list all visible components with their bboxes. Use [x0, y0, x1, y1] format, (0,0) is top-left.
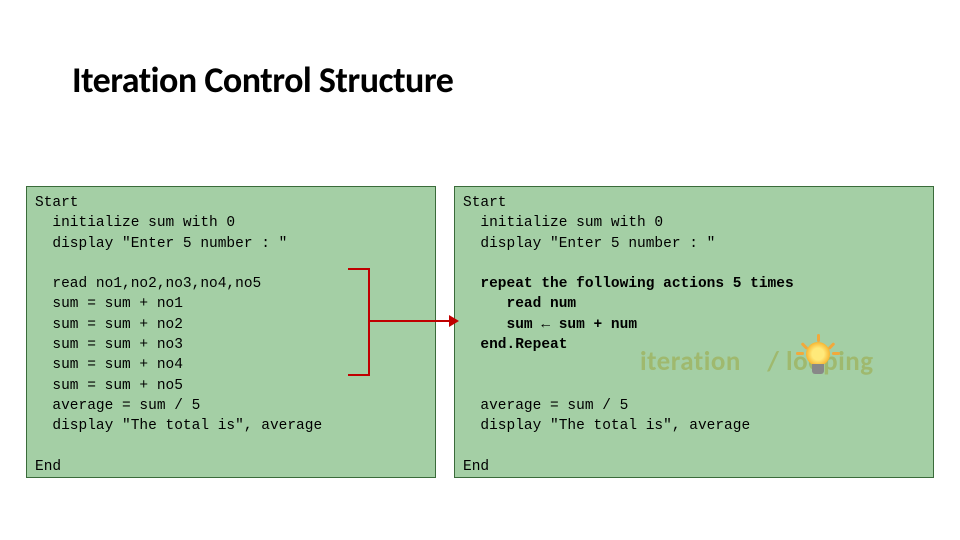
label-separator: /	[767, 345, 779, 378]
pseudocode-right-pre: Start initialize sum with 0 display "Ent…	[463, 195, 715, 252]
pseudocode-right-box: Start initialize sum with 0 display "Ent…	[454, 186, 934, 478]
lightbulb-icon	[800, 340, 836, 380]
pseudocode-right-bold: repeat the following actions 5 times rea…	[463, 276, 794, 353]
label-iteration: iteration	[640, 345, 741, 378]
pseudocode-left-box: Start initialize sum with 0 display "Ent…	[26, 186, 436, 478]
arrow-head-icon	[449, 315, 459, 327]
pseudocode-left-text: Start initialize sum with 0 display "Ent…	[35, 195, 322, 475]
pseudocode-right-post: average = sum / 5 display "The total is"…	[463, 398, 750, 475]
bracket-annotation	[348, 268, 370, 376]
slide-title: Iteration Control Structure	[72, 58, 453, 102]
arrow-line	[370, 320, 454, 322]
iteration-looping-label: iteration / looping	[640, 345, 874, 378]
